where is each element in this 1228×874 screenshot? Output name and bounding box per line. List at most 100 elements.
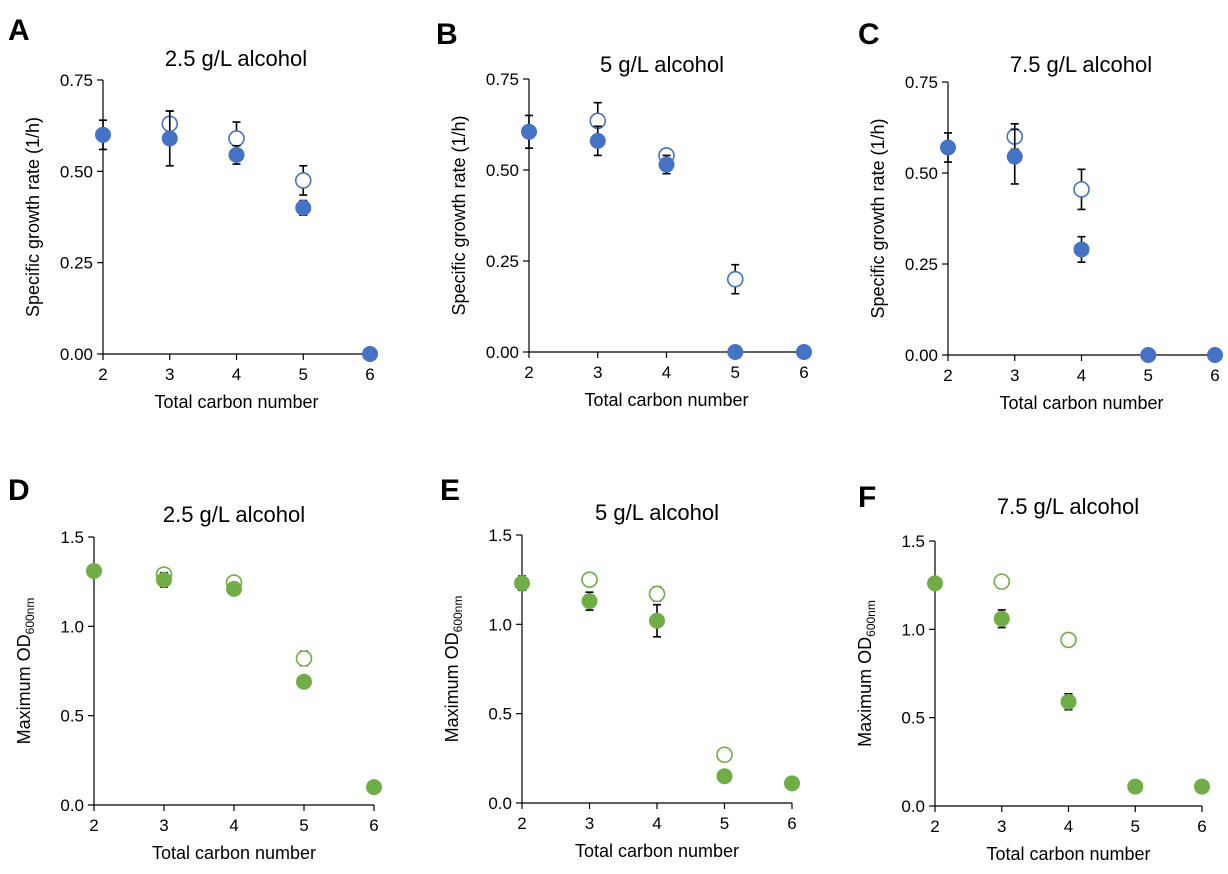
x-axis-label-d: Total carbon number (152, 843, 316, 863)
x-tick-label-c: 5 (1144, 366, 1153, 385)
y-tick-label-f: 0.5 (901, 709, 925, 728)
panel-letter-f: F (858, 481, 876, 514)
y-tick-label-a: 0.75 (60, 71, 93, 90)
open-point-b (726, 270, 744, 288)
panel-e: E 5 g/L alcohol 0.0 0.5 1.0 1.5 2 3 4 5 6 Total car… (440, 474, 800, 861)
filled-point-d (296, 673, 312, 690)
filled-point-e (581, 593, 598, 610)
filled-point-c (1140, 347, 1157, 363)
x-tick-label-a: 4 (232, 365, 241, 384)
y-tick-label-c: 0.00 (905, 346, 938, 365)
panel-a: A 2.5 g/L alcohol 0.00 0.25 0.50 0.75 2 3 4 5 6 Tot… (8, 14, 378, 412)
x-axis-label-b: Total carbon number (584, 390, 748, 410)
open-point-e (648, 585, 666, 603)
open-point-a (228, 130, 245, 147)
y-tick-label-e: 0.5 (488, 705, 512, 724)
x-tick-label-c: 3 (1010, 366, 1019, 385)
x-tick-label-f: 5 (1131, 817, 1140, 836)
y-tick-label-d: 1.5 (60, 528, 84, 547)
y-tick-label-c: 0.50 (905, 164, 938, 183)
y-tick-label-b: 0.00 (486, 343, 519, 362)
filled-point-a (95, 126, 111, 143)
filled-point-c (1207, 347, 1223, 363)
panel-c: C 7.5 g/L alcohol 0.00 0.25 0.50 0.75 2 3 4 5 6 Tot… (858, 18, 1223, 413)
y-tick-label-d: 0.0 (60, 796, 84, 815)
panel-title-f: 7.5 g/L alcohol (997, 494, 1139, 519)
x-tick-label-e: 2 (517, 814, 526, 833)
open-point-f (993, 573, 1011, 590)
filled-point-b (796, 344, 812, 360)
filled-point-d (366, 779, 382, 796)
x-tick-label-e: 6 (787, 814, 796, 833)
panel-letter-b: B (436, 18, 458, 51)
y-axis-label-f: Maximum OD600nm (855, 600, 878, 747)
x-tick-label-f: 6 (1197, 817, 1206, 836)
panel-letter-c: C (858, 18, 880, 51)
filled-point-a (228, 146, 245, 163)
x-tick-label-c: 4 (1077, 366, 1086, 385)
filled-point-a (362, 346, 378, 362)
filled-point-f (1127, 778, 1144, 795)
panel-b: B 5 g/L alcohol 0.00 0.25 0.50 0.75 2 3 4 5 6 Total… (436, 18, 812, 410)
y-tick-label-a: 0.00 (60, 345, 93, 364)
x-tick-label-e: 3 (585, 814, 594, 833)
open-point-e (716, 746, 733, 764)
open-point-c (1073, 181, 1090, 198)
panel-title-a: 2.5 g/L alcohol (165, 46, 307, 71)
open-point-a (294, 172, 312, 189)
filled-point-e (784, 775, 800, 792)
y-axis-label-d: Maximum OD600nm (14, 598, 37, 745)
panel-title-c: 7.5 g/L alcohol (1010, 52, 1152, 77)
panel-letter-d: D (8, 474, 30, 507)
x-tick-label-d: 5 (299, 816, 308, 835)
x-tick-label-c: 6 (1210, 366, 1219, 385)
filled-point-f (1060, 693, 1077, 710)
y-tick-label-b: 0.75 (486, 70, 519, 89)
x-axis-label-a: Total carbon number (154, 392, 318, 412)
y-tick-label-b: 0.50 (486, 161, 519, 180)
filled-point-f (927, 575, 943, 592)
filled-point-b (658, 156, 675, 173)
panel-title-b: 5 g/L alcohol (600, 52, 724, 77)
x-axis-label-f: Total carbon number (986, 844, 1150, 864)
x-tick-label-d: 4 (229, 816, 238, 835)
x-tick-label-a: 3 (165, 365, 174, 384)
open-point-d (295, 650, 313, 667)
x-tick-label-a: 6 (365, 365, 374, 384)
y-axis-label-b: Specific growth rate (1/h) (449, 115, 469, 315)
panel-letter-a: A (8, 14, 30, 47)
x-tick-label-e: 5 (720, 814, 729, 833)
filled-point-f (1194, 778, 1210, 795)
x-tick-label-f: 3 (997, 817, 1006, 836)
x-tick-label-b: 3 (593, 363, 602, 382)
y-tick-label-a: 0.50 (60, 162, 93, 181)
filled-point-c (1006, 148, 1023, 165)
filled-point-b (727, 344, 744, 360)
x-tick-label-d: 3 (159, 816, 168, 835)
x-tick-label-b: 6 (799, 363, 808, 382)
x-tick-label-b: 5 (731, 363, 740, 382)
y-axis-label-e: Maximum OD600nm (442, 596, 465, 743)
y-tick-label-c: 0.75 (905, 73, 938, 92)
x-tick-label-b: 4 (662, 363, 671, 382)
filled-point-d (156, 571, 172, 588)
filled-point-b (521, 123, 537, 140)
x-axis-label-e: Total carbon number (575, 841, 739, 861)
y-tick-label-f: 1.0 (901, 620, 925, 639)
open-point-f (1060, 631, 1077, 649)
y-tick-label-d: 1.0 (60, 617, 84, 636)
filled-point-a (295, 199, 312, 216)
y-axis-label-a: Specific growth rate (1/h) (23, 117, 43, 317)
panel-f: F 7.5 g/L alcohol 0.0 0.5 1.0 1.5 2 3 4 5 6 Total c… (855, 481, 1210, 864)
x-tick-label-d: 2 (89, 816, 98, 835)
panel-letter-e: E (440, 474, 460, 507)
x-tick-label-d: 6 (369, 816, 378, 835)
filled-point-a (161, 130, 178, 147)
x-tick-label-f: 4 (1064, 817, 1073, 836)
x-tick-label-e: 4 (652, 814, 661, 833)
y-tick-label-a: 0.25 (60, 254, 93, 273)
y-tick-label-b: 0.25 (486, 252, 519, 271)
filled-point-e (514, 575, 530, 592)
filled-point-d (226, 580, 242, 597)
